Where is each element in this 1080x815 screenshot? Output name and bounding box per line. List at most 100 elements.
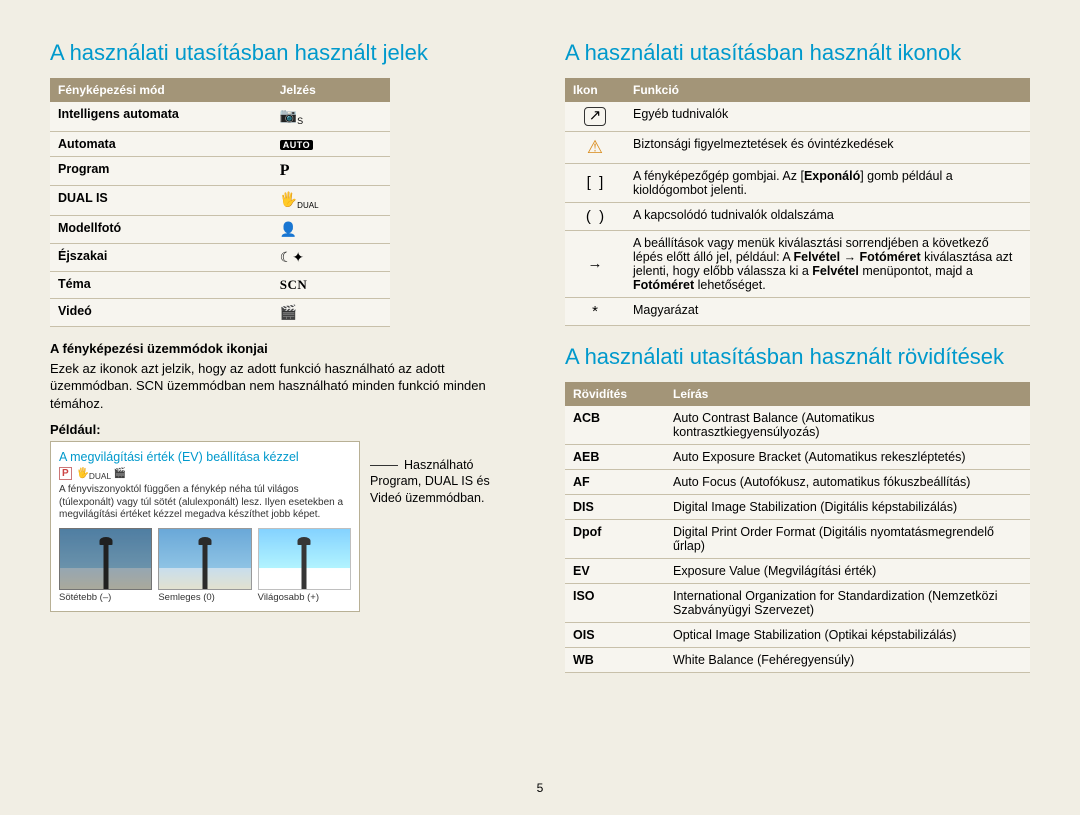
mode-symbol: SCN (272, 271, 390, 298)
table-row: ISOInternational Organization for Standa… (565, 583, 1030, 622)
abbrev-label: DIS (565, 494, 665, 519)
example-desc: A fényviszonyoktól függően a fénykép néh… (59, 484, 351, 522)
icons-th-0: Ikon (565, 78, 625, 102)
table-row: ( ) A kapcsolódó tudnivalók oldalszáma (565, 202, 1030, 230)
example-thumbs: Sötétebb (–) Semleges (0) Világosabb (+) (59, 528, 351, 603)
table-row: EVExposure Value (Megvilágítási érték) (565, 558, 1030, 583)
left-column: A használati utasításban használt jelek … (50, 40, 515, 795)
table-row: Téma SCN (50, 271, 390, 298)
table-row: Éjszakai ☾✦ (50, 243, 390, 271)
mode-icons-desc: Ezek az ikonok azt jelzik, hogy az adott… (50, 360, 515, 413)
mode-label: Téma (50, 271, 272, 298)
abbrev-desc: International Organization for Standardi… (665, 583, 1030, 622)
video-icon: 🎬 (280, 304, 297, 320)
mode-label: DUAL IS (50, 185, 272, 215)
table-row: [ ] A fényképezőgép gombjai. Az [Exponál… (565, 163, 1030, 202)
mode-symbol: P (272, 156, 390, 185)
left-heading: A használati utasításban használt jelek (50, 40, 515, 66)
right-column: A használati utasításban használt ikonok… (565, 40, 1030, 795)
table-row: DUAL IS 🖐DUAL (50, 185, 390, 215)
table-row: AEBAuto Exposure Bracket (Automatikus re… (565, 444, 1030, 469)
dual-is-icon: 🖐DUAL (280, 191, 319, 207)
modes-th-1: Jelzés (272, 78, 390, 102)
program-icon: P (280, 162, 290, 179)
mode-label: Éjszakai (50, 243, 272, 271)
abbrev-table: Rövidítés Leírás ACBAuto Contrast Balanc… (565, 382, 1030, 673)
mode-symbol: 👤 (272, 215, 390, 243)
icons-table: Ikon Funkció ↗ Egyéb tudnivalók ⚠ Bizton… (565, 78, 1030, 326)
table-row: Intelligens automata 📷S (50, 102, 390, 131)
abbrev-desc: Exposure Value (Megvilágítási érték) (665, 558, 1030, 583)
icon-desc: A kapcsolódó tudnivalók oldalszáma (625, 202, 1030, 230)
mode-symbol: ☾✦ (272, 243, 390, 271)
thumb-neutral: Semleges (0) (158, 528, 251, 603)
table-row: * Magyarázat (565, 297, 1030, 325)
modes-table: Fényképezési mód Jelzés Intelligens auto… (50, 78, 390, 327)
abbrev-label: OIS (565, 622, 665, 647)
abbrev-label: ACB (565, 406, 665, 445)
abbrev-desc: Digital Image Stabilization (Digitális k… (665, 494, 1030, 519)
mode-label: Automata (50, 131, 272, 156)
table-row: ACBAuto Contrast Balance (Automatikus ko… (565, 406, 1030, 445)
right-heading-1: A használati utasításban használt ikonok (565, 40, 1030, 66)
table-row: OISOptical Image Stabilization (Optikai … (565, 622, 1030, 647)
table-row: ⚠ Biztonsági figyelmeztetések és óvintéz… (565, 131, 1030, 163)
mode-label: Modellfotó (50, 215, 272, 243)
mode-label: Videó (50, 298, 272, 326)
mode-label: Intelligens automata (50, 102, 272, 131)
parens-icon: ( ) (565, 202, 625, 230)
table-row: AFAuto Focus (Autofókusz, automatikus fó… (565, 469, 1030, 494)
mode-symbol: 📷S (272, 102, 390, 131)
scene-icon: SCN (280, 277, 308, 292)
abbrev-th-0: Rövidítés (565, 382, 665, 406)
abbrev-desc: Auto Focus (Autofókusz, automatikus fóku… (665, 469, 1030, 494)
brackets-icon: [ ] (565, 163, 625, 202)
page-number: 5 (537, 781, 544, 795)
example-label: Például: (50, 422, 515, 437)
icon-desc: Biztonsági figyelmeztetések és óvintézke… (625, 131, 1030, 163)
example-box: A megvilágítási érték (EV) beállítása ké… (50, 441, 360, 612)
table-row: Program P (50, 156, 390, 185)
mode-label: Program (50, 156, 272, 185)
table-row: DISDigital Image Stabilization (Digitáli… (565, 494, 1030, 519)
abbrev-label: ISO (565, 583, 665, 622)
thumb-cap: Semleges (0) (158, 592, 251, 603)
subhead-mode-icons: A fényképezési üzemmódok ikonjai (50, 341, 515, 356)
warning-icon: ⚠ (565, 131, 625, 163)
asterisk-icon: * (565, 297, 625, 325)
example-mode-icons: P 🖐DUAL 🎬 (59, 468, 351, 481)
icon-desc: A fényképezőgép gombjai. Az [Exponáló] g… (625, 163, 1030, 202)
abbrev-th-1: Leírás (665, 382, 1030, 406)
thumb-cap: Sötétebb (–) (59, 592, 152, 603)
abbrev-desc: Auto Exposure Bracket (Automatikus rekes… (665, 444, 1030, 469)
icon-desc: Egyéb tudnivalók (625, 102, 1030, 131)
icons-th-1: Funkció (625, 78, 1030, 102)
icon-desc: Magyarázat (625, 297, 1030, 325)
thumb-cap: Világosabb (+) (258, 592, 351, 603)
mode-symbol: AUTO (272, 131, 390, 156)
table-row: WBWhite Balance (Fehéregyensúly) (565, 647, 1030, 672)
abbrev-desc: Auto Contrast Balance (Automatikus kontr… (665, 406, 1030, 445)
table-row: ↗ Egyéb tudnivalók (565, 102, 1030, 131)
thumb-brighter: Világosabb (+) (258, 528, 351, 603)
table-row: Automata AUTO (50, 131, 390, 156)
icon-desc: A beállítások vagy menük kiválasztási so… (625, 230, 1030, 297)
table-row: Videó 🎬 (50, 298, 390, 326)
abbrev-label: EV (565, 558, 665, 583)
night-icon: ☾✦ (280, 249, 304, 265)
abbrev-label: AF (565, 469, 665, 494)
abbrev-label: Dpof (565, 519, 665, 558)
mode-symbol: 🎬 (272, 298, 390, 326)
table-row: → A beállítások vagy menük kiválasztási … (565, 230, 1030, 297)
abbrev-desc: Digital Print Order Format (Digitális ny… (665, 519, 1030, 558)
auto-icon: AUTO (280, 140, 313, 150)
portrait-icon: 👤 (280, 221, 297, 237)
table-row: DpofDigital Print Order Format (Digitáli… (565, 519, 1030, 558)
abbrev-label: WB (565, 647, 665, 672)
note-icon: ↗ (565, 102, 625, 131)
mode-symbol: 🖐DUAL (272, 185, 390, 215)
abbrev-desc: White Balance (Fehéregyensúly) (665, 647, 1030, 672)
thumb-darker: Sötétebb (–) (59, 528, 152, 603)
example-note: Használható Program, DUAL IS és Videó üz… (370, 441, 515, 506)
callout-line-icon (370, 465, 398, 466)
